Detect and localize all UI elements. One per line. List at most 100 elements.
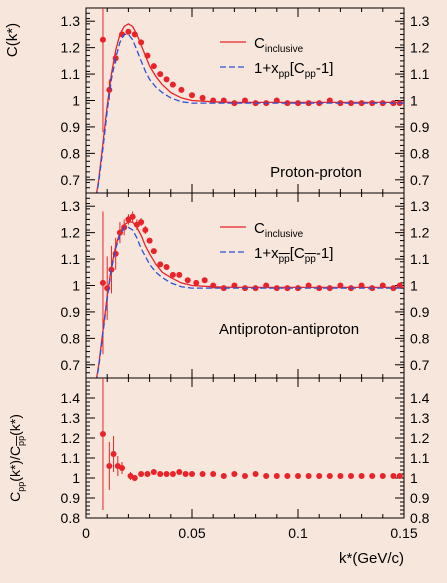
bottom-ytick-label-right: 1.1 <box>410 450 430 466</box>
middle-ytick-label-right: 1.3 <box>410 198 430 214</box>
bottom-ytick-label: 0.8 <box>61 510 81 526</box>
bottom-ytick-label-right: 0.9 <box>410 490 430 506</box>
legend-part-main: 1+x <box>254 245 279 262</box>
top-data-point <box>358 100 365 107</box>
top-ytick-label-right: 1.1 <box>410 66 430 82</box>
bottom-data-point <box>99 431 106 437</box>
bottom-panel: 0.8 0.8 0.9 0.9 1 1 1.1 1.1 1.2 1.2 1.3 1.3 1.4 1.4 Cp… <box>7 377 430 526</box>
top-data-point <box>295 100 301 107</box>
bottom-ytick-label: 0.9 <box>61 490 81 506</box>
xtick-label: 0.05 <box>178 525 205 541</box>
bottom-ytick-label-right: 1 <box>410 470 418 486</box>
top-data-point <box>169 81 176 88</box>
middle-data-point <box>273 285 280 292</box>
top-data-point <box>231 100 238 107</box>
xtick-label: 0.1 <box>288 525 308 541</box>
middle-ytick-label-right: 1.2 <box>410 225 430 241</box>
top-panel: 0.7 0.7 0.8 0.8 0.9 0.9 1 1 1.1 1.1 1.2 1.2 1.3 1.3 Pr… <box>4 7 430 194</box>
top-ytick-label-right: 1.3 <box>410 13 430 29</box>
top-data-point <box>125 28 132 35</box>
middle-ytick-label-right: 1 <box>410 278 418 294</box>
bottom-data-point <box>326 473 333 479</box>
bottom-data-point <box>119 465 126 471</box>
bottom-data-point <box>316 473 323 479</box>
middle-ytick-label: 1.1 <box>61 251 81 267</box>
bottom-data-point <box>305 473 312 479</box>
bottom-data-point <box>231 471 238 477</box>
top-data-point <box>348 100 354 107</box>
xlabel: k*(GeV/c) <box>339 550 404 567</box>
middle-ytick-label-right: 0.7 <box>410 357 430 373</box>
middle-data-point <box>390 285 397 292</box>
bottom-data-point <box>369 473 376 479</box>
middle-data-point <box>326 285 333 292</box>
top-legend-entry-scaled: 1+xpp[Cpp-1] <box>254 60 333 80</box>
middle-data-point <box>163 264 170 270</box>
ylabel-part: pp <box>16 482 26 492</box>
legend-text-c: C <box>254 35 265 52</box>
bottom-data-point <box>176 469 183 475</box>
top-inclusive-curve <box>95 23 404 193</box>
middle-data-point <box>138 219 145 226</box>
top-ytick-label-right: 1 <box>410 93 418 109</box>
bottom-data-point <box>358 473 365 479</box>
top-data-point <box>189 92 195 99</box>
top-data-point <box>163 76 170 83</box>
middle-data-point <box>146 237 153 244</box>
bottom-ylabel: Cpp(k*)/Cpp(k*) <box>7 414 26 502</box>
top-ytick-label-right: 0.8 <box>410 145 430 161</box>
top-legend-entry-inclusive: Cinclusive <box>254 35 304 55</box>
middle-ytick-label: 1.2 <box>61 225 81 241</box>
middle-data-point <box>193 279 200 286</box>
middle-dashed-curve <box>96 226 404 378</box>
top-ylabel: C(k*) <box>4 23 21 57</box>
bottom-data-point <box>390 473 397 479</box>
middle-ytick-label-right: 0.9 <box>410 304 430 320</box>
middle-legend-entry-scaled: 1+xpp[Cpp-1] <box>254 245 333 265</box>
legend-part-rest2: -1] <box>316 245 334 262</box>
bottom-data-point <box>163 471 170 477</box>
bottom-data-point <box>337 473 344 479</box>
middle-ytick-label: 0.8 <box>61 330 81 346</box>
top-data-point <box>157 71 164 78</box>
middle-data-point <box>99 279 106 286</box>
middle-legend-entry-inclusive: Cinclusive <box>254 220 304 240</box>
bottom-frame <box>85 377 405 519</box>
legend-part-sub2: pp <box>305 254 317 265</box>
legend-part-rest: [C <box>290 245 305 262</box>
top-plot-area <box>95 8 404 193</box>
top-ytick-label: 0.9 <box>61 119 81 135</box>
bottom-data-point <box>150 469 157 475</box>
bottom-data-point <box>169 471 176 477</box>
middle-data-point <box>142 227 149 233</box>
top-legend: Cinclusive 1+xpp[Cpp-1] <box>220 35 333 80</box>
middle-data-point <box>184 277 191 284</box>
top-data-point <box>99 36 106 43</box>
bottom-data-point <box>379 473 386 479</box>
bottom-plot-area <box>99 378 403 510</box>
bottom-data-point <box>295 473 301 479</box>
bottom-ytick-label-right: 1.2 <box>410 430 430 446</box>
top-ytick-label-right: 0.7 <box>410 172 430 188</box>
bottom-data-point <box>284 473 291 479</box>
middle-data-point <box>201 277 208 284</box>
legend-part-rest: [C <box>290 60 305 77</box>
bottom-ytick-label: 1.1 <box>61 450 81 466</box>
xtick-label: 0 <box>82 525 90 541</box>
middle-data-point <box>150 248 157 255</box>
bottom-data-point <box>348 473 354 479</box>
middle-data-point <box>169 271 176 278</box>
bottom-data-point <box>273 473 280 479</box>
middle-ytick-label: 1.3 <box>61 198 81 214</box>
bottom-data-point <box>210 471 217 477</box>
xtick-label: 0.15 <box>390 525 417 541</box>
bottom-data-point <box>242 473 248 479</box>
bottom-ytick-label: 1 <box>72 470 80 486</box>
middle-ytick-label-right: 0.8 <box>410 330 430 346</box>
legend-part-sub2: pp <box>305 69 317 80</box>
middle-data-point <box>129 213 136 220</box>
bottom-ytick-label-right: 1.3 <box>410 410 430 426</box>
